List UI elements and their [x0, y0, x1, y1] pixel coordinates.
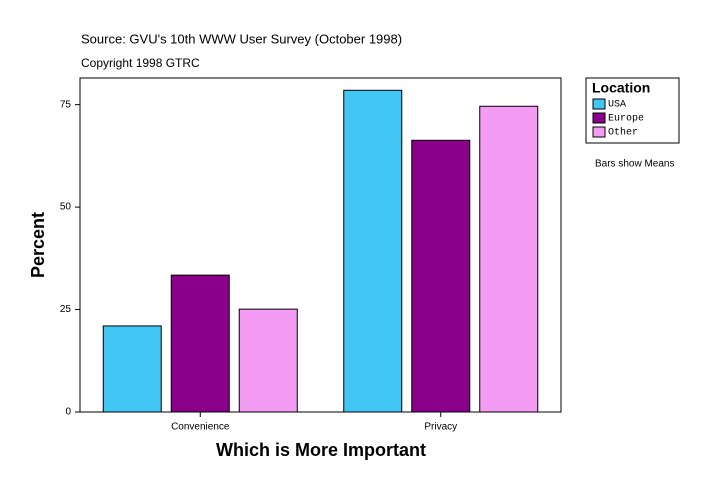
legend-label: Europe	[608, 114, 644, 125]
bar	[170, 274, 230, 413]
bar	[238, 308, 298, 413]
legend-swatch	[592, 98, 606, 110]
bar	[102, 325, 162, 413]
y-tick-label: 50	[60, 202, 72, 213]
y-tick-label: 75	[60, 99, 72, 110]
chart-subtitle: Copyright 1998 GTRC	[81, 56, 200, 70]
legend-label: Other	[608, 127, 638, 139]
legend-swatch	[592, 112, 606, 124]
x-tick-label: Convenience	[171, 422, 230, 433]
legend-title: Location	[592, 80, 650, 96]
legend-swatch	[592, 126, 606, 138]
y-tick-label: 0	[65, 407, 71, 418]
bar	[479, 105, 539, 413]
legend-label: USA	[608, 100, 626, 111]
x-tick-label: Privacy	[424, 422, 457, 433]
x-axis-label: Which is More Important	[216, 440, 426, 460]
y-tick-label: 25	[60, 304, 72, 315]
bar	[343, 89, 403, 413]
bar	[411, 139, 471, 413]
chart-title: Source: GVU's 10th WWW User Survey (Octo…	[81, 31, 402, 46]
y-axis-label: Percent	[28, 212, 48, 278]
note: Bars show Means	[595, 159, 674, 170]
